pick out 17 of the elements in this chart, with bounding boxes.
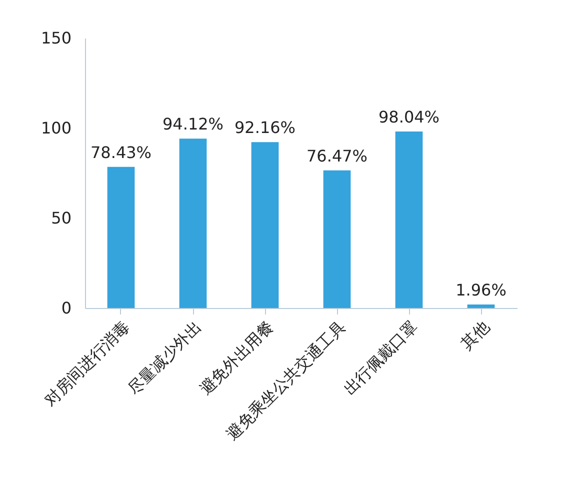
y-tick-label: 150 bbox=[40, 28, 72, 48]
bar bbox=[179, 138, 207, 308]
bar bbox=[467, 304, 495, 308]
y-tick-label: 0 bbox=[61, 298, 72, 318]
data-label: 1.96% bbox=[456, 280, 506, 300]
data-label: 76.47% bbox=[306, 146, 368, 166]
bar bbox=[395, 132, 423, 308]
data-label: 98.04% bbox=[378, 108, 440, 127]
data-label: 78.43% bbox=[90, 142, 152, 162]
bar bbox=[251, 142, 279, 308]
bar bbox=[107, 166, 135, 308]
bar bbox=[323, 170, 351, 308]
data-label: 94.12% bbox=[162, 114, 224, 134]
x-tick-label: 其他 bbox=[456, 317, 494, 354]
y-tick-label: 100 bbox=[40, 118, 72, 138]
y-tick-label: 50 bbox=[51, 208, 72, 228]
data-label: 92.16% bbox=[234, 118, 296, 138]
